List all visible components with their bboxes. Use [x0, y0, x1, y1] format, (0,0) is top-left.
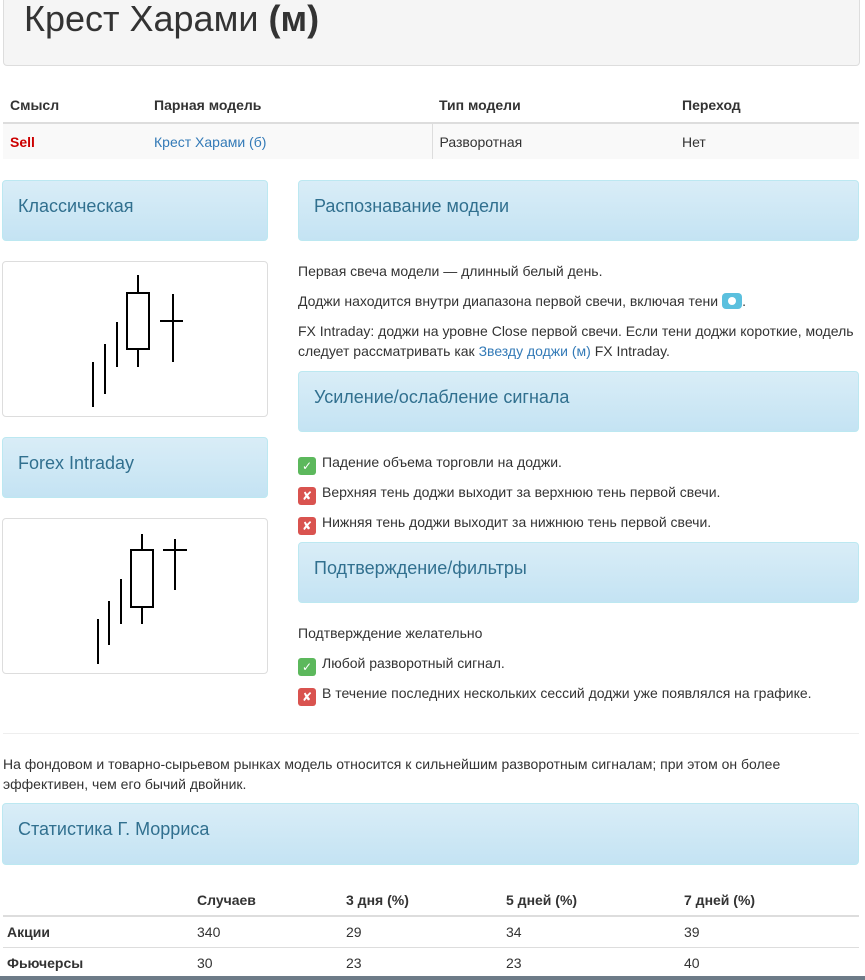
page-title: Крест Харами (м): [24, 0, 319, 40]
stats-panel-title: Статистика Г. Морриса: [18, 819, 210, 839]
stats-header-label: [3, 884, 193, 917]
forex-panel: Forex Intraday: [2, 437, 268, 498]
list-item: ✘ Нижняя тень доджи выходит за нижнюю тен…: [298, 512, 859, 535]
recognition-line-3-tail: FX Intraday.: [594, 343, 670, 359]
title-suffix: (м): [268, 0, 320, 39]
confirmation-item-1-text: Любой разворотный сигнал.: [322, 655, 505, 671]
recognition-panel-title: Распознавание модели: [314, 196, 510, 216]
model-type-value: Разворотная: [431, 123, 675, 159]
table-row: Акции 340 29 34 39: [3, 916, 859, 948]
cell-3d: 23: [342, 947, 502, 979]
strength-panel-title: Усиление/ослабление сигнала: [314, 387, 570, 407]
recognition-line-2-text: Доджи находится внутри диапазона первой …: [298, 293, 719, 309]
cell-cases: 30: [193, 947, 342, 979]
confirmation-item-2-text: В течение последних нескольких сессий до…: [322, 685, 812, 701]
header-paired-model: Парная модель: [147, 87, 432, 124]
market-note: На фондовом и товарно-сырьевом рынках мо…: [3, 756, 781, 792]
bottom-scroll-edge: [0, 976, 865, 980]
cross-icon: ✘: [298, 688, 316, 706]
strength-item-3-text: Нижняя тень доджи выходит за нижнюю тень…: [322, 514, 712, 530]
list-item: ✘ В течение последних нескольких сессий д…: [298, 683, 859, 706]
check-icon: ✓: [298, 658, 316, 676]
cell-cases: 340: [193, 916, 342, 948]
forex-candles-icon: [97, 534, 187, 664]
list-item: ✓ Любой разворотный сигнал.: [298, 653, 859, 676]
header-meaning: Смысл: [3, 87, 147, 124]
check-icon: ✓: [298, 457, 316, 475]
confirmation-panel: Подтверждение/фильтры: [298, 542, 859, 603]
row-label: Акции: [3, 916, 193, 948]
model-info-table: Смысл Парная модель Тип модели Переход S…: [3, 87, 859, 159]
title-text: Крест Харами: [24, 0, 259, 39]
forex-pattern-image: [2, 518, 268, 674]
info-badge-icon[interactable]: [722, 293, 743, 309]
stats-header-5d: 5 дней (%): [502, 884, 680, 917]
strength-item-2-text: Верхняя тень доджи выходит за верхнюю те…: [322, 484, 721, 500]
strength-panel: Усиление/ослабление сигнала: [298, 371, 859, 432]
stats-header-3d: 3 дня (%): [342, 884, 502, 917]
recognition-panel: Распознавание модели: [298, 180, 859, 241]
classic-panel: Классическая: [2, 180, 268, 241]
cell-7d: 40: [680, 947, 859, 979]
cell-7d: 39: [680, 916, 859, 948]
classic-candles-icon: [92, 275, 183, 407]
cell-3d: 29: [342, 916, 502, 948]
cross-icon: ✘: [298, 487, 316, 505]
strength-item-1-text: Падение объема торговли на доджи.: [322, 454, 562, 470]
classic-pattern-image: [2, 261, 268, 417]
stats-header-7d: 7 дней (%): [680, 884, 859, 917]
recognition-line-3: FX Intraday: доджи на уровне Close перво…: [298, 321, 859, 361]
list-item: ✘ Верхняя тень доджи выходит за верхнюю т…: [298, 482, 859, 505]
row-label: Фьючерсы: [3, 947, 193, 979]
confirmation-panel-title: Подтверждение/фильтры: [314, 558, 527, 578]
meaning-value: Sell: [10, 133, 35, 150]
paired-model-link[interactable]: Крест Харами (б): [154, 133, 267, 150]
classic-panel-title: Классическая: [18, 196, 134, 216]
forex-panel-title: Forex Intraday: [18, 453, 135, 473]
cell-5d: 34: [502, 916, 680, 948]
list-item: ✓ Падение объема торговли на доджи.: [298, 452, 859, 475]
transition-value: Нет: [675, 123, 859, 159]
recognition-line-3-text: FX Intraday: доджи на уровне Close перво…: [298, 323, 854, 359]
stats-header-cases: Случаев: [193, 884, 342, 917]
stats-panel: Статистика Г. Морриса: [2, 803, 859, 865]
confirmation-intro: Подтверждение желательно: [298, 625, 483, 641]
stats-table: Случаев 3 дня (%) 5 дней (%) 7 дней (%) …: [3, 884, 859, 979]
header-model-type: Тип модели: [432, 87, 675, 124]
table-row: Sell Крест Харами (б) Разворотная Нет: [3, 123, 859, 159]
header-transition: Переход: [675, 87, 859, 124]
cross-icon: ✘: [298, 517, 316, 535]
page-header: Крест Харами (м): [3, 0, 860, 66]
divider: [3, 733, 859, 734]
table-row: Фьючерсы 30 23 23 40: [3, 947, 859, 979]
doji-star-link[interactable]: Звезду доджи (м): [478, 343, 591, 359]
cell-5d: 23: [502, 947, 680, 979]
recognition-line-2: Доджи находится внутри диапазона первой …: [298, 293, 746, 309]
recognition-line-1: Первая свеча модели — длинный белый день…: [298, 263, 603, 279]
